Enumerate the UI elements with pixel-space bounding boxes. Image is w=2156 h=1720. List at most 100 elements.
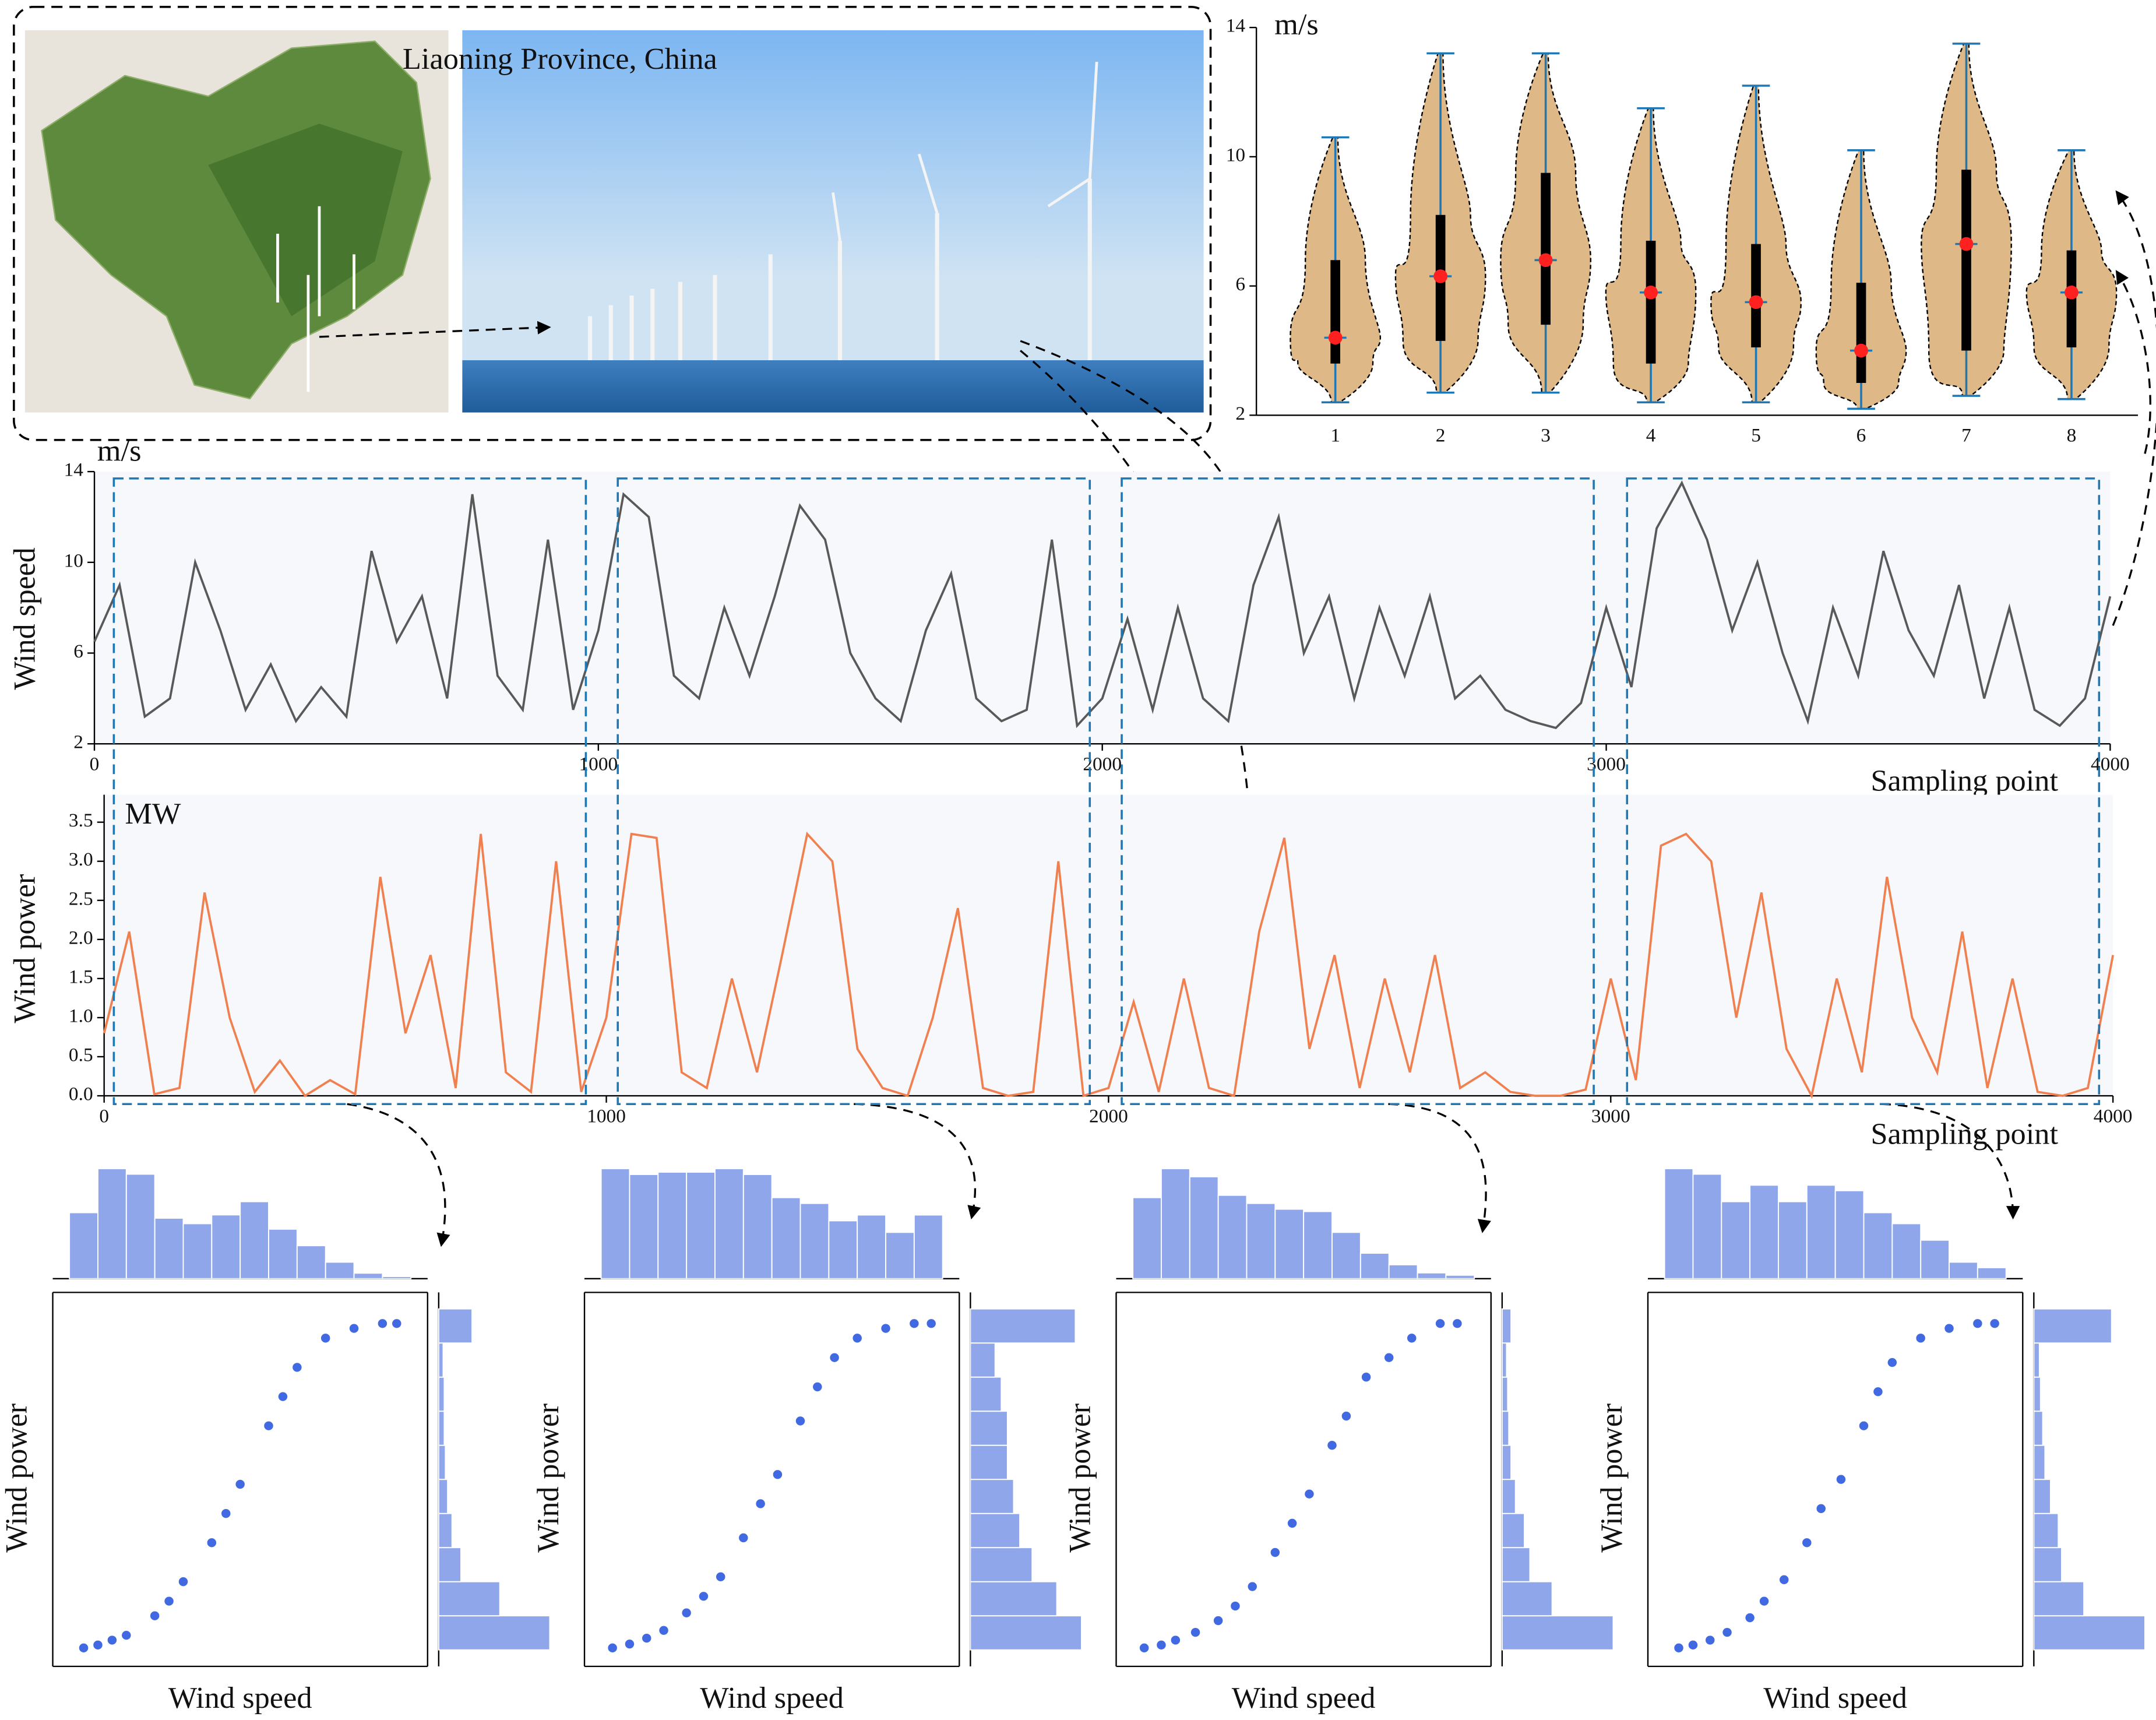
hist-bar <box>268 1228 298 1279</box>
scatter-point <box>1304 1489 1315 1500</box>
x-tick-label: 3 <box>1541 425 1551 446</box>
hist-bar <box>1977 1267 2007 1279</box>
hist-bar <box>353 1272 383 1279</box>
hist-bar <box>438 1615 551 1651</box>
scatter-point <box>1230 1601 1241 1612</box>
hist-bar <box>1246 1202 1276 1279</box>
y-tick-label: 10 <box>1226 145 1245 166</box>
scatter-point <box>1778 1574 1789 1585</box>
y-tick-label: 6 <box>73 641 83 662</box>
hist-bar <box>438 1411 445 1446</box>
scatter-point <box>1872 1386 1883 1397</box>
scatter-point <box>698 1591 709 1602</box>
hist-bar <box>600 1168 630 1279</box>
dashed-frame <box>13 6 1212 441</box>
hist-bar <box>438 1376 445 1412</box>
hist-bar <box>1501 1308 1512 1344</box>
scatter-point <box>1915 1332 1926 1343</box>
x-tick-label: 2000 <box>1089 1106 1128 1127</box>
hist-bar <box>1920 1239 1950 1279</box>
scatter-point <box>1759 1596 1770 1606</box>
hist-bar <box>857 1214 886 1279</box>
scatter-point <box>1190 1627 1201 1638</box>
x-tick-label: 3000 <box>1587 754 1626 775</box>
x-tick-label: 3000 <box>1591 1106 1630 1127</box>
y-tick-label: 2.5 <box>69 888 93 909</box>
x-axis-label: Wind speed <box>1763 1682 1907 1715</box>
hist-bar <box>970 1308 1076 1344</box>
x-tick-label: 0 <box>90 754 100 775</box>
y-tick-label: 14 <box>64 459 84 481</box>
scatter-point <box>681 1608 692 1619</box>
y-axis-label: Wind power <box>8 874 41 1023</box>
hist-bar <box>1501 1444 1512 1480</box>
hist-bar <box>2033 1615 2146 1651</box>
median-dot <box>1328 330 1343 345</box>
hist-bar <box>771 1197 801 1279</box>
scatter-point <box>78 1642 89 1654</box>
x-tick-label: 8 <box>2067 425 2077 446</box>
hist-bar <box>382 1276 412 1279</box>
hist-bar <box>1274 1208 1305 1279</box>
hist-bar <box>2033 1479 2051 1514</box>
y-tick-label: 2.0 <box>69 927 93 949</box>
scatter-point <box>107 1635 118 1645</box>
y-tick-label: 14 <box>1226 15 1246 37</box>
hist-bar <box>1331 1232 1361 1279</box>
scatter-point <box>220 1508 231 1519</box>
hist-bar <box>970 1411 1008 1446</box>
hist-bar <box>1501 1376 1509 1412</box>
scatter-point <box>178 1576 189 1587</box>
scatter-point <box>1247 1581 1258 1592</box>
y-tick-label: 0.5 <box>69 1044 93 1066</box>
scatter-point <box>291 1362 302 1373</box>
segment-box <box>1121 477 1595 1105</box>
scatter-point <box>755 1499 766 1509</box>
y-tick-label: 2 <box>73 731 83 753</box>
hist-bar <box>970 1444 1008 1480</box>
scatter-point <box>852 1332 863 1343</box>
hist-bar <box>438 1513 453 1549</box>
hist-bar <box>2033 1308 2112 1344</box>
y-tick-label: 2 <box>1235 403 1245 424</box>
hist-bar <box>2033 1513 2059 1549</box>
y-tick-label: 10 <box>64 550 83 572</box>
hist-bar <box>970 1342 996 1378</box>
scatter-point <box>772 1469 783 1480</box>
hist-bar <box>1501 1479 1516 1514</box>
hist-bar <box>438 1444 446 1480</box>
x-tick-label: 7 <box>1961 425 1971 446</box>
hist-bar <box>657 1172 688 1279</box>
scatter-point <box>348 1323 360 1334</box>
hist-bar <box>799 1202 830 1279</box>
y-tick-label: 3.5 <box>69 810 93 831</box>
hist-bar <box>211 1214 241 1279</box>
hist-bar <box>2033 1376 2041 1412</box>
hist-bar <box>970 1547 1033 1582</box>
y-unit: MW <box>125 797 181 831</box>
x-tick-label: 1 <box>1330 425 1340 446</box>
scatter-point <box>1287 1518 1298 1529</box>
hist-bar <box>970 1513 1021 1549</box>
scatter-point <box>812 1381 823 1392</box>
x-tick-label: 1000 <box>579 754 618 775</box>
median-dot <box>1749 295 1763 309</box>
hist-bar <box>1863 1212 1893 1279</box>
scatter-point <box>1688 1640 1699 1651</box>
scatter-point <box>1944 1323 1954 1334</box>
hist-bar <box>182 1223 213 1279</box>
hist-bar <box>438 1479 449 1514</box>
hist-bar <box>154 1218 184 1279</box>
hist-bar <box>125 1173 156 1279</box>
y-tick-label: 0.0 <box>69 1084 93 1105</box>
scatter-point <box>1213 1615 1224 1626</box>
x-axis-label: Wind speed <box>1232 1682 1376 1715</box>
hist-bar <box>2033 1547 2062 1582</box>
hist-bar <box>828 1220 858 1279</box>
x-tick-label: 0 <box>99 1106 109 1127</box>
scatter-point <box>926 1318 937 1329</box>
scatter-point <box>1435 1318 1446 1329</box>
hist-bar <box>1217 1194 1248 1279</box>
hist-bar <box>1417 1272 1447 1279</box>
hist-bar <box>2033 1342 2040 1378</box>
